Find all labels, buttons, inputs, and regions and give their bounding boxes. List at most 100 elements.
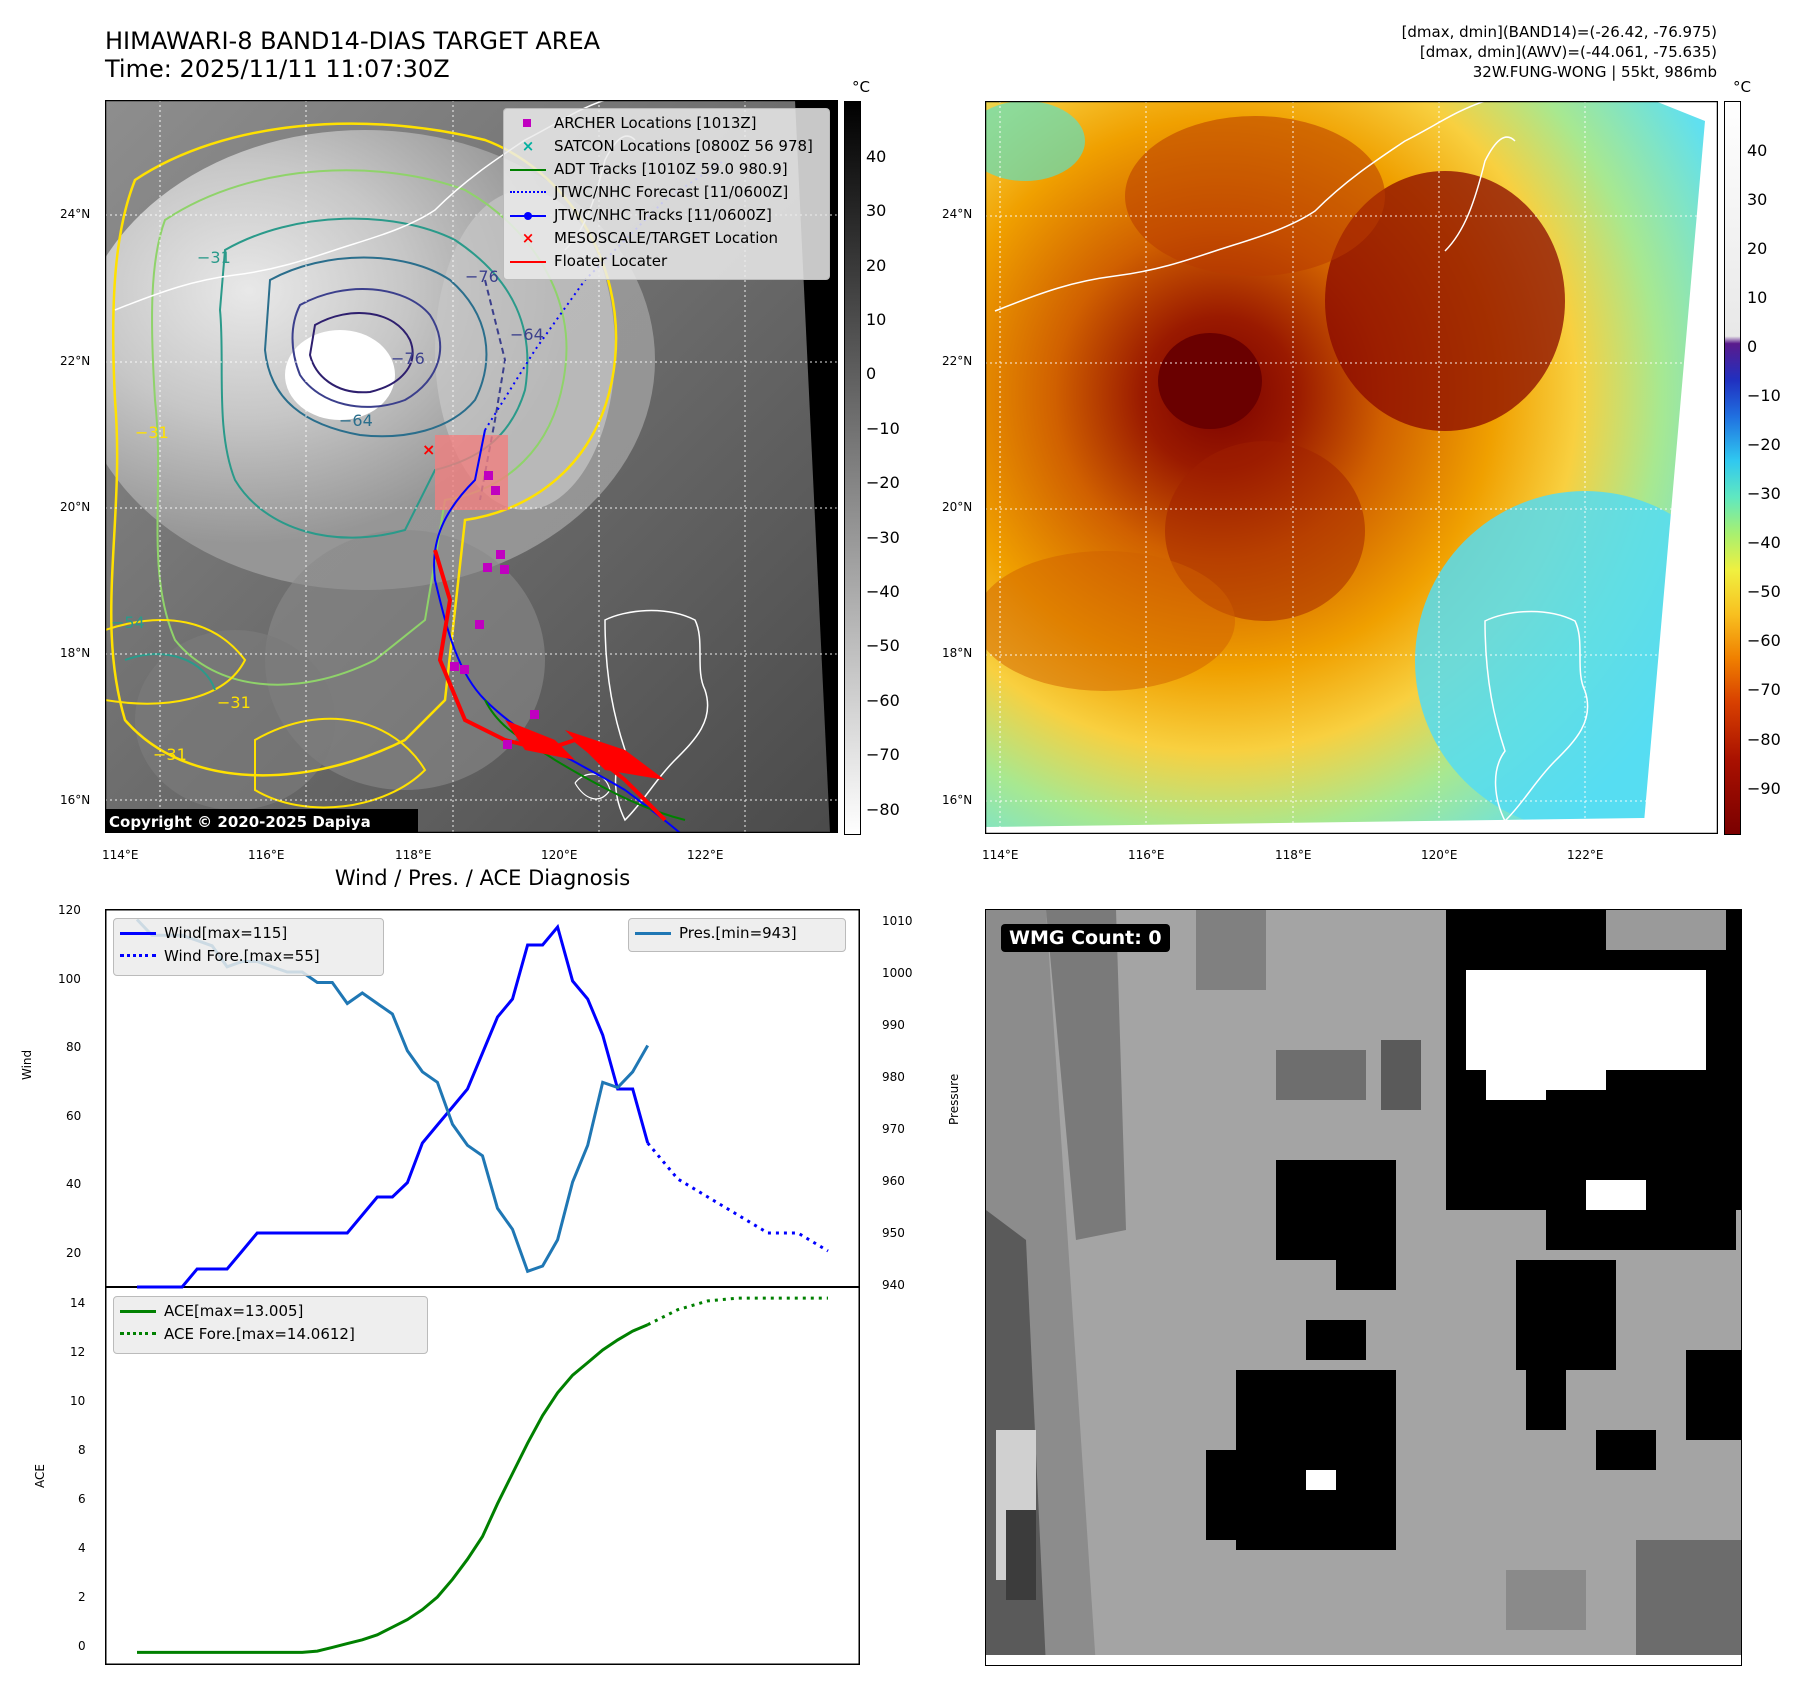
svg-text:−76: −76 bbox=[465, 267, 499, 286]
wind-ylabel: Wind bbox=[20, 1049, 34, 1080]
svg-text:−31: −31 bbox=[217, 693, 251, 712]
lat-tick: 22°N bbox=[942, 354, 973, 368]
lat-tick: 16°N bbox=[60, 793, 91, 807]
ace-ytick: 4 bbox=[78, 1541, 86, 1555]
colorbar-tick: −10 bbox=[866, 419, 900, 438]
lat-tick: 24°N bbox=[60, 207, 91, 221]
ace-legend: ACE[max=13.005] ACE Fore.[max=14.0612] bbox=[113, 1296, 428, 1354]
ace-panel-frame bbox=[105, 1286, 860, 1665]
pressure-legend: Pres.[min=943] bbox=[628, 918, 846, 952]
wind-ytick: 20 bbox=[66, 1246, 82, 1260]
wind-forecast-line bbox=[646, 1142, 829, 1253]
pressure-ytick: 940 bbox=[882, 1278, 905, 1292]
legend-ace: ACE[max=13.005] bbox=[114, 1299, 427, 1322]
svg-text:−54: −54 bbox=[111, 613, 145, 632]
colorbar-tick: −60 bbox=[866, 691, 900, 710]
lat-tick: 16°N bbox=[942, 793, 973, 807]
lon-tick: 122°E bbox=[687, 848, 724, 862]
diagnosis-chart bbox=[105, 909, 860, 1670]
colorbar-tick: 40 bbox=[1747, 141, 1768, 160]
colorbar-tick: 30 bbox=[1747, 190, 1768, 209]
legend-ace-forecast: ACE Fore.[max=14.0612] bbox=[114, 1322, 427, 1345]
awv-header-line3: 32W.FUNG-WONG | 55kt, 986mb bbox=[1472, 63, 1717, 81]
lon-tick: 122°E bbox=[1567, 848, 1604, 862]
colorbar-tick: −40 bbox=[1747, 533, 1781, 552]
svg-text:−31: −31 bbox=[153, 745, 187, 764]
legend-mesoscale: × MESOSCALE/TARGET Location bbox=[521, 228, 779, 247]
lat-tick: 18°N bbox=[60, 646, 91, 660]
pressure-ytick: 1010 bbox=[882, 914, 913, 928]
colorbar-tick: −30 bbox=[866, 528, 900, 547]
wmg-count-badge: WMG Count: 0 bbox=[1001, 924, 1170, 952]
svg-text:−64: −64 bbox=[510, 325, 544, 344]
diagnosis-title: Wind / Pres. / ACE Diagnosis bbox=[334, 866, 631, 890]
colorbar-tick: −90 bbox=[1747, 779, 1781, 798]
pressure-ytick: 1000 bbox=[882, 966, 913, 980]
pressure-ylabel: Pressure bbox=[947, 1073, 961, 1125]
colorbar-tick: 0 bbox=[866, 364, 877, 383]
svg-text:−31: −31 bbox=[135, 423, 169, 442]
legend-jtwc-tracks: JTWC/NHC Tracks [11/0600Z] bbox=[504, 203, 829, 226]
ace-line bbox=[137, 1323, 649, 1654]
colorbar-tick: −40 bbox=[866, 582, 900, 601]
wmg-map bbox=[985, 909, 1742, 1666]
legend-wind-forecast: Wind Fore.[max=55] bbox=[114, 944, 383, 967]
colorbar-tick: −50 bbox=[866, 636, 900, 655]
colorbar-tick: −80 bbox=[1747, 730, 1781, 749]
ace-ytick: 10 bbox=[70, 1394, 86, 1408]
colorbar-tick: 20 bbox=[1747, 239, 1768, 258]
lon-tick: 120°E bbox=[1421, 848, 1458, 862]
lat-tick: 18°N bbox=[942, 646, 973, 660]
legend-adt: ADT Tracks [1010Z 59.0 980.9] bbox=[504, 157, 829, 180]
legend-pressure: Pres.[min=943] bbox=[629, 921, 845, 944]
wind-ytick: 60 bbox=[66, 1109, 82, 1123]
colorbar-tick: −20 bbox=[866, 473, 900, 492]
lon-tick: 116°E bbox=[1128, 848, 1165, 862]
pressure-ytick: 980 bbox=[882, 1070, 905, 1084]
svg-text:−76: −76 bbox=[391, 349, 425, 368]
ace-ytick: 6 bbox=[78, 1492, 86, 1506]
colorbar-tick: 10 bbox=[1747, 288, 1768, 307]
ace-ytick: 8 bbox=[78, 1443, 86, 1457]
legend-floater: Floater Locater bbox=[504, 249, 829, 272]
wind-ytick: 120 bbox=[58, 903, 81, 917]
map-legend: ARCHER Locations [1013Z] × SATCON Locatio… bbox=[503, 108, 830, 280]
map-title-line1: HIMAWARI-8 BAND14-DIAS TARGET AREA bbox=[105, 27, 601, 55]
pressure-ytick: 990 bbox=[882, 1018, 905, 1032]
wind-line bbox=[137, 923, 650, 1289]
ace-ytick: 2 bbox=[78, 1590, 86, 1604]
ace-ylabel: ACE bbox=[33, 1464, 47, 1488]
colorbar-tick: −60 bbox=[1747, 631, 1781, 650]
legend-wind: Wind[max=115] bbox=[114, 921, 383, 944]
colorbar-unit: °C bbox=[852, 78, 870, 96]
colorbar-tick: −20 bbox=[1747, 435, 1781, 454]
ace-forecast-line bbox=[647, 1296, 828, 1327]
colorbar-tick: 0 bbox=[1747, 337, 1758, 356]
legend-archer: ARCHER Locations [1013Z] bbox=[504, 111, 829, 134]
colorbar-tick: −50 bbox=[1747, 582, 1781, 601]
colorbar-tick: −30 bbox=[1747, 484, 1781, 503]
lon-tick: 114°E bbox=[982, 848, 1019, 862]
band14-colorbar bbox=[844, 101, 861, 835]
colorbar-tick: −70 bbox=[1747, 680, 1781, 699]
lon-tick: 118°E bbox=[395, 848, 432, 862]
colorbar-unit: °C bbox=[1733, 78, 1751, 96]
colorbar-tick: −80 bbox=[866, 800, 900, 819]
lat-tick: 24°N bbox=[942, 207, 973, 221]
legend-jtwc-forecast: JTWC/NHC Forecast [11/0600Z] bbox=[504, 180, 829, 203]
pressure-ytick: 960 bbox=[882, 1174, 905, 1188]
awv-colorbar bbox=[1724, 101, 1741, 835]
pressure-ytick: 950 bbox=[882, 1226, 905, 1240]
lon-tick: 114°E bbox=[102, 848, 139, 862]
awv-header-line2: [dmax, dmin](AWV)=(-44.061, -75.635) bbox=[1419, 43, 1717, 61]
lon-tick: 120°E bbox=[541, 848, 578, 862]
awv-map bbox=[965, 100, 1755, 835]
svg-text:−31: −31 bbox=[197, 248, 231, 267]
map-title-line2: Time: 2025/11/11 11:07:30Z bbox=[105, 55, 450, 83]
colorbar-tick: 20 bbox=[866, 256, 887, 275]
colorbar-tick: 40 bbox=[866, 147, 887, 166]
awv-header-line1: [dmax, dmin](BAND14)=(-26.42, -76.975) bbox=[1401, 23, 1717, 41]
lat-tick: 22°N bbox=[60, 354, 91, 368]
lat-tick: 20°N bbox=[60, 500, 91, 514]
copyright-text: Copyright © 2020-2025 Dapiya bbox=[109, 813, 371, 831]
